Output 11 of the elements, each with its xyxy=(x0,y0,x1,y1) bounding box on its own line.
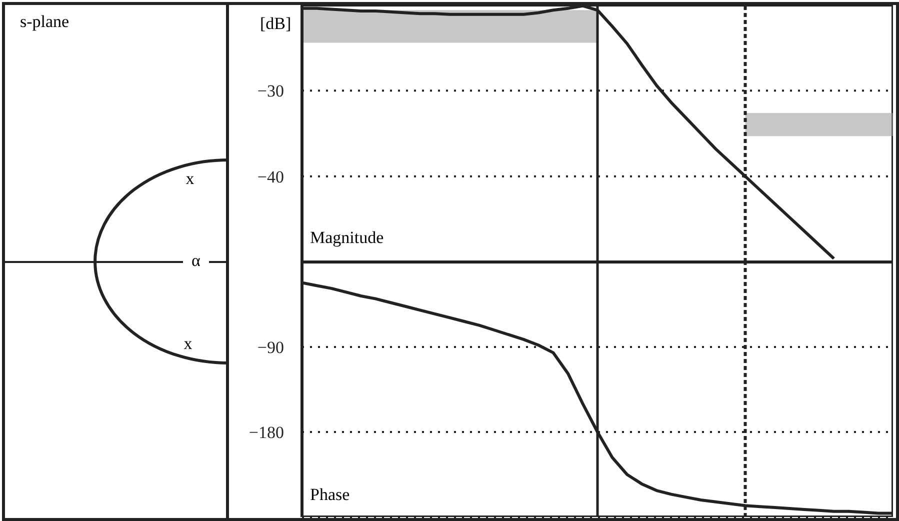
y-tick-label: −30 xyxy=(257,82,284,101)
y-tick-label: −90 xyxy=(257,338,284,358)
text: x xyxy=(184,168,196,190)
y-tick-label: −40 xyxy=(257,167,284,186)
text: α xyxy=(188,250,204,272)
y-tick-label: −180 xyxy=(248,423,284,442)
text: Magnitude xyxy=(310,228,384,248)
y-axis-title: [dB] xyxy=(260,14,292,34)
text: x xyxy=(182,333,194,355)
text: Phase xyxy=(310,485,350,505)
text: s-plane xyxy=(20,12,70,32)
